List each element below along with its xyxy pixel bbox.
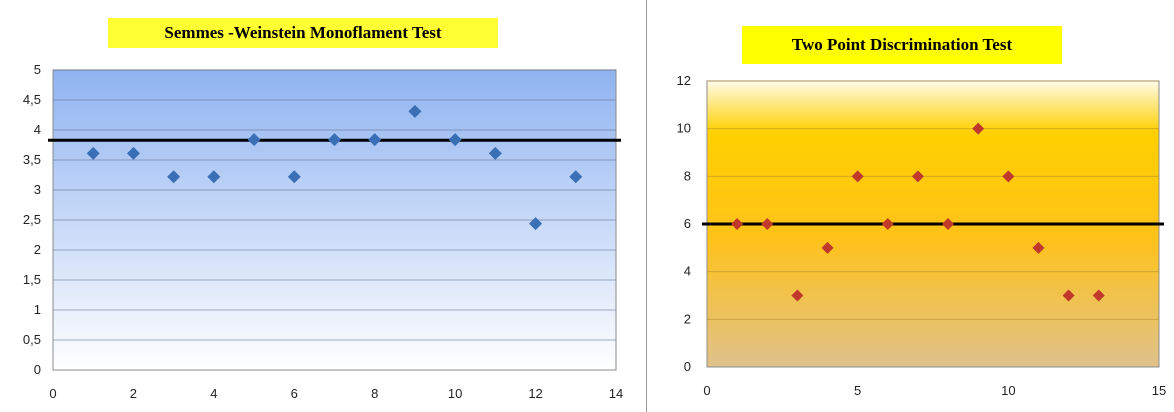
data-point-monofilament	[448, 133, 462, 147]
x-tick-label-monofilament: 10	[448, 386, 462, 401]
y-tick-label-two-point: 2	[684, 311, 691, 326]
y-tick-label-two-point: 0	[684, 359, 691, 374]
data-point-monofilament	[408, 104, 422, 118]
scatter-plot-monofilament: 0 0,5 1 1,5 2 2,5 3 3,5 4 4,5 5 0 2 4 6 8 10 12 14	[23, 62, 623, 401]
x-tick-label-monofilament: 12	[528, 386, 542, 401]
data-point-two-point	[731, 218, 744, 230]
chart-panel-monofilament: Semmes -Weinstein Monoflament Test 0 0,5 1…	[23, 18, 623, 401]
x-tick-label-two-point: 0	[703, 383, 710, 398]
y-tick-label-two-point: 4	[684, 264, 691, 279]
data-point-monofilament	[167, 170, 181, 184]
x-tick-label-two-point: 5	[854, 383, 861, 398]
data-point-monofilament	[247, 133, 261, 147]
x-tick-label-monofilament: 6	[291, 386, 298, 401]
y-tick-label-monofilament: 3,5	[23, 152, 41, 167]
chart-title-monofilament: Semmes -Weinstein Monoflament Test	[108, 18, 498, 48]
y-tick-label-monofilament: 3	[34, 182, 41, 197]
y-tick-label-monofilament: 2,5	[23, 212, 41, 227]
data-point-monofilament	[86, 146, 100, 160]
x-tick-label-two-point: 15	[1152, 383, 1166, 398]
scatter-plot-two-point: 0 2 4 6 8 10 12 0 5 10 15	[677, 73, 1167, 398]
x-tick-label-monofilament: 4	[210, 386, 217, 401]
data-point-two-point	[851, 170, 864, 183]
y-tick-label-monofilament: 4	[34, 122, 41, 137]
data-point-monofilament	[488, 146, 502, 160]
data-point-two-point	[821, 241, 834, 254]
x-tick-label-monofilament: 2	[130, 386, 137, 401]
panel-divider	[646, 0, 647, 412]
y-tick-label-two-point: 12	[677, 73, 691, 88]
y-tick-label-monofilament: 5	[34, 62, 41, 77]
data-point-monofilament	[569, 170, 583, 184]
data-point-two-point	[791, 289, 804, 302]
y-tick-label-monofilament: 0,5	[23, 332, 41, 347]
data-point-monofilament	[368, 133, 382, 147]
y-tick-label-two-point: 8	[684, 168, 691, 183]
data-point-two-point	[942, 218, 955, 230]
data-point-two-point	[1032, 241, 1045, 254]
data-point-monofilament	[287, 170, 301, 184]
data-point-two-point	[911, 170, 924, 183]
y-tick-label-monofilament: 4,5	[23, 92, 41, 107]
x-tick-label-monofilament: 8	[371, 386, 378, 401]
chart-panel-two-point: Two Point Discrimination Test 0 2 4 6 8 10 12 0…	[647, 0, 1174, 412]
y-tick-label-monofilament: 1,5	[23, 272, 41, 287]
data-point-two-point	[1062, 289, 1075, 302]
chart-title-two-point: Two Point Discrimination Test	[742, 26, 1062, 64]
data-point-monofilament	[328, 133, 341, 147]
data-point-two-point	[761, 218, 774, 230]
data-point-two-point	[1002, 170, 1015, 183]
data-point-two-point	[972, 122, 985, 135]
data-point-two-point	[881, 218, 894, 230]
x-tick-label-monofilament: 0	[49, 386, 56, 401]
y-tick-label-monofilament: 2	[34, 242, 41, 257]
y-tick-label-monofilament: 1	[34, 302, 41, 317]
x-tick-label-two-point: 10	[1001, 383, 1015, 398]
y-tick-label-monofilament: 0	[34, 362, 41, 377]
y-tick-label-two-point: 10	[677, 121, 691, 136]
data-point-monofilament	[126, 146, 140, 160]
data-point-monofilament	[529, 217, 543, 231]
data-point-monofilament	[207, 170, 221, 184]
y-tick-label-two-point: 6	[684, 216, 691, 231]
data-point-two-point	[1092, 289, 1105, 302]
x-tick-label-monofilament: 14	[609, 386, 623, 401]
